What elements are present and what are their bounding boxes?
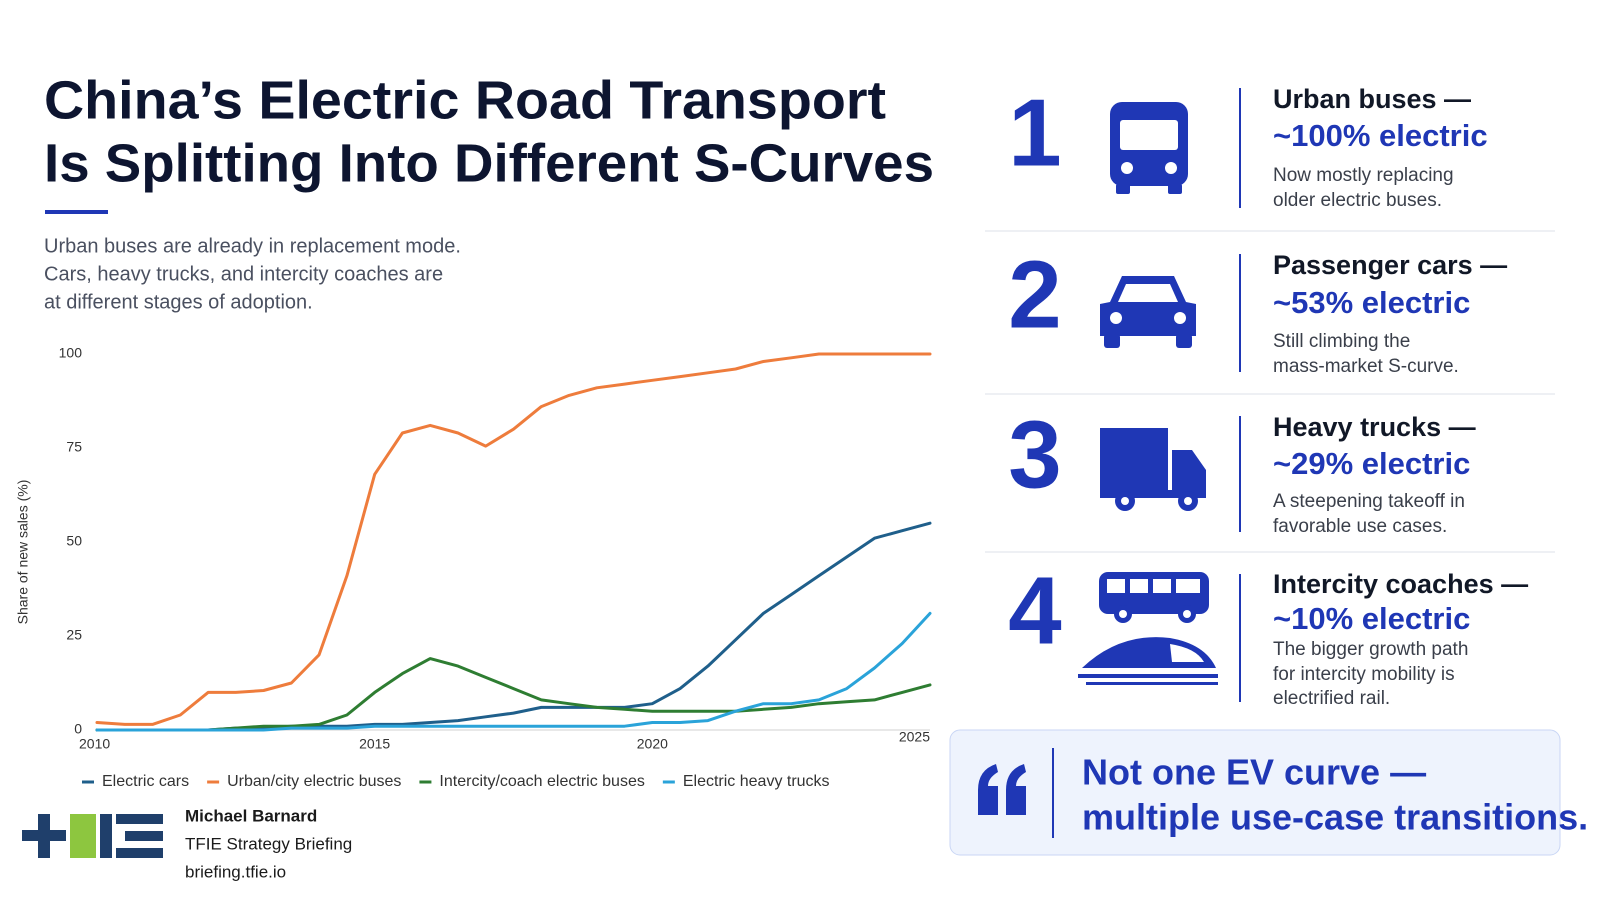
takeaways: 1 Urban buses — ~100% electric Now mostly r… <box>985 79 1555 709</box>
item-description: Now mostly replacing <box>1273 165 1454 186</box>
legend-label: Intercity/coach electric buses <box>439 773 644 790</box>
item-description: A steepening takeoff in <box>1273 491 1465 512</box>
x-tick-label: 2025 <box>899 729 930 745</box>
subtitle-line: Urban buses are already in replacement m… <box>44 235 461 257</box>
item-stat: ~10% electric <box>1273 601 1470 636</box>
series-line <box>95 611 932 732</box>
train-icon <box>1078 637 1218 685</box>
logo-shape <box>125 831 163 841</box>
x-tick-label: 2015 <box>359 736 390 752</box>
item-description: electrified rail. <box>1273 688 1390 709</box>
item-heading: Heavy trucks — <box>1273 412 1476 442</box>
url: briefing.tfie.io <box>185 862 286 881</box>
item-stat: ~53% electric <box>1273 285 1470 320</box>
subtitle-line: Cars, heavy trucks, and intercity coache… <box>44 263 443 285</box>
logo <box>22 814 163 858</box>
y-tick-label: 75 <box>66 439 82 455</box>
bus-icon <box>1110 102 1188 194</box>
legend-label: Electric cars <box>102 773 189 790</box>
quote-line: multiple use-case transitions. <box>1082 797 1588 838</box>
item-description: mass-market S-curve. <box>1273 356 1459 377</box>
title-accent <box>45 210 108 214</box>
truck-icon <box>1100 428 1206 511</box>
logo-shape <box>116 814 163 824</box>
y-tick-label: 25 <box>66 627 82 643</box>
quote-box <box>949 729 1561 856</box>
car-icon <box>1100 276 1196 348</box>
y-tick-label: 50 <box>66 533 82 549</box>
legend: Electric cars Urban/city electric buses In… <box>82 773 830 790</box>
logo-shape <box>116 848 163 858</box>
item-description: The bigger growth path <box>1273 639 1468 660</box>
item-heading: Passenger cars — <box>1273 250 1507 280</box>
item-description: for intercity mobility is <box>1273 664 1455 685</box>
item-number: 2 <box>1008 241 1061 348</box>
y-tick-label: 100 <box>59 345 83 361</box>
y-axis-label: Share of new sales (%) <box>15 480 31 625</box>
y-tick-label: 0 <box>74 721 82 737</box>
series-line <box>95 352 932 726</box>
item-description: older electric buses. <box>1273 190 1442 211</box>
quote-mark <box>978 764 1026 815</box>
legend-label: Urban/city electric buses <box>227 773 401 790</box>
title-line: China’s Electric Road Transport <box>44 70 886 130</box>
legend-label: Electric heavy trucks <box>683 773 830 790</box>
title-line: Is Splitting Into Different S-Curves <box>44 133 934 193</box>
item-number: 1 <box>1008 79 1061 186</box>
item-heading: Urban buses — <box>1273 84 1471 114</box>
x-tick-label: 2010 <box>79 736 110 752</box>
item-stat: ~29% electric <box>1273 446 1470 481</box>
coach-icon <box>1099 572 1209 623</box>
quote-line: Not one EV curve — <box>1082 752 1426 793</box>
item-number: 4 <box>1008 557 1061 664</box>
organization: TFIE Strategy Briefing <box>185 834 352 853</box>
author: Michael Barnard <box>185 806 317 825</box>
logo-shape <box>100 814 112 858</box>
item-heading: Intercity coaches — <box>1273 569 1528 599</box>
item-description: favorable use cases. <box>1273 516 1447 537</box>
item-description: Still climbing the <box>1273 331 1410 352</box>
series-line <box>95 657 932 732</box>
line-chart: Share of new sales (%) 0 25 50 75 100 2010 201… <box>15 345 932 752</box>
item-number: 3 <box>1008 401 1061 508</box>
logo-shape <box>38 814 50 858</box>
x-tick-label: 2020 <box>637 736 668 752</box>
logo-shape <box>70 814 96 858</box>
subtitle-line: at different stages of adoption. <box>44 291 313 313</box>
item-stat: ~100% electric <box>1273 118 1488 153</box>
